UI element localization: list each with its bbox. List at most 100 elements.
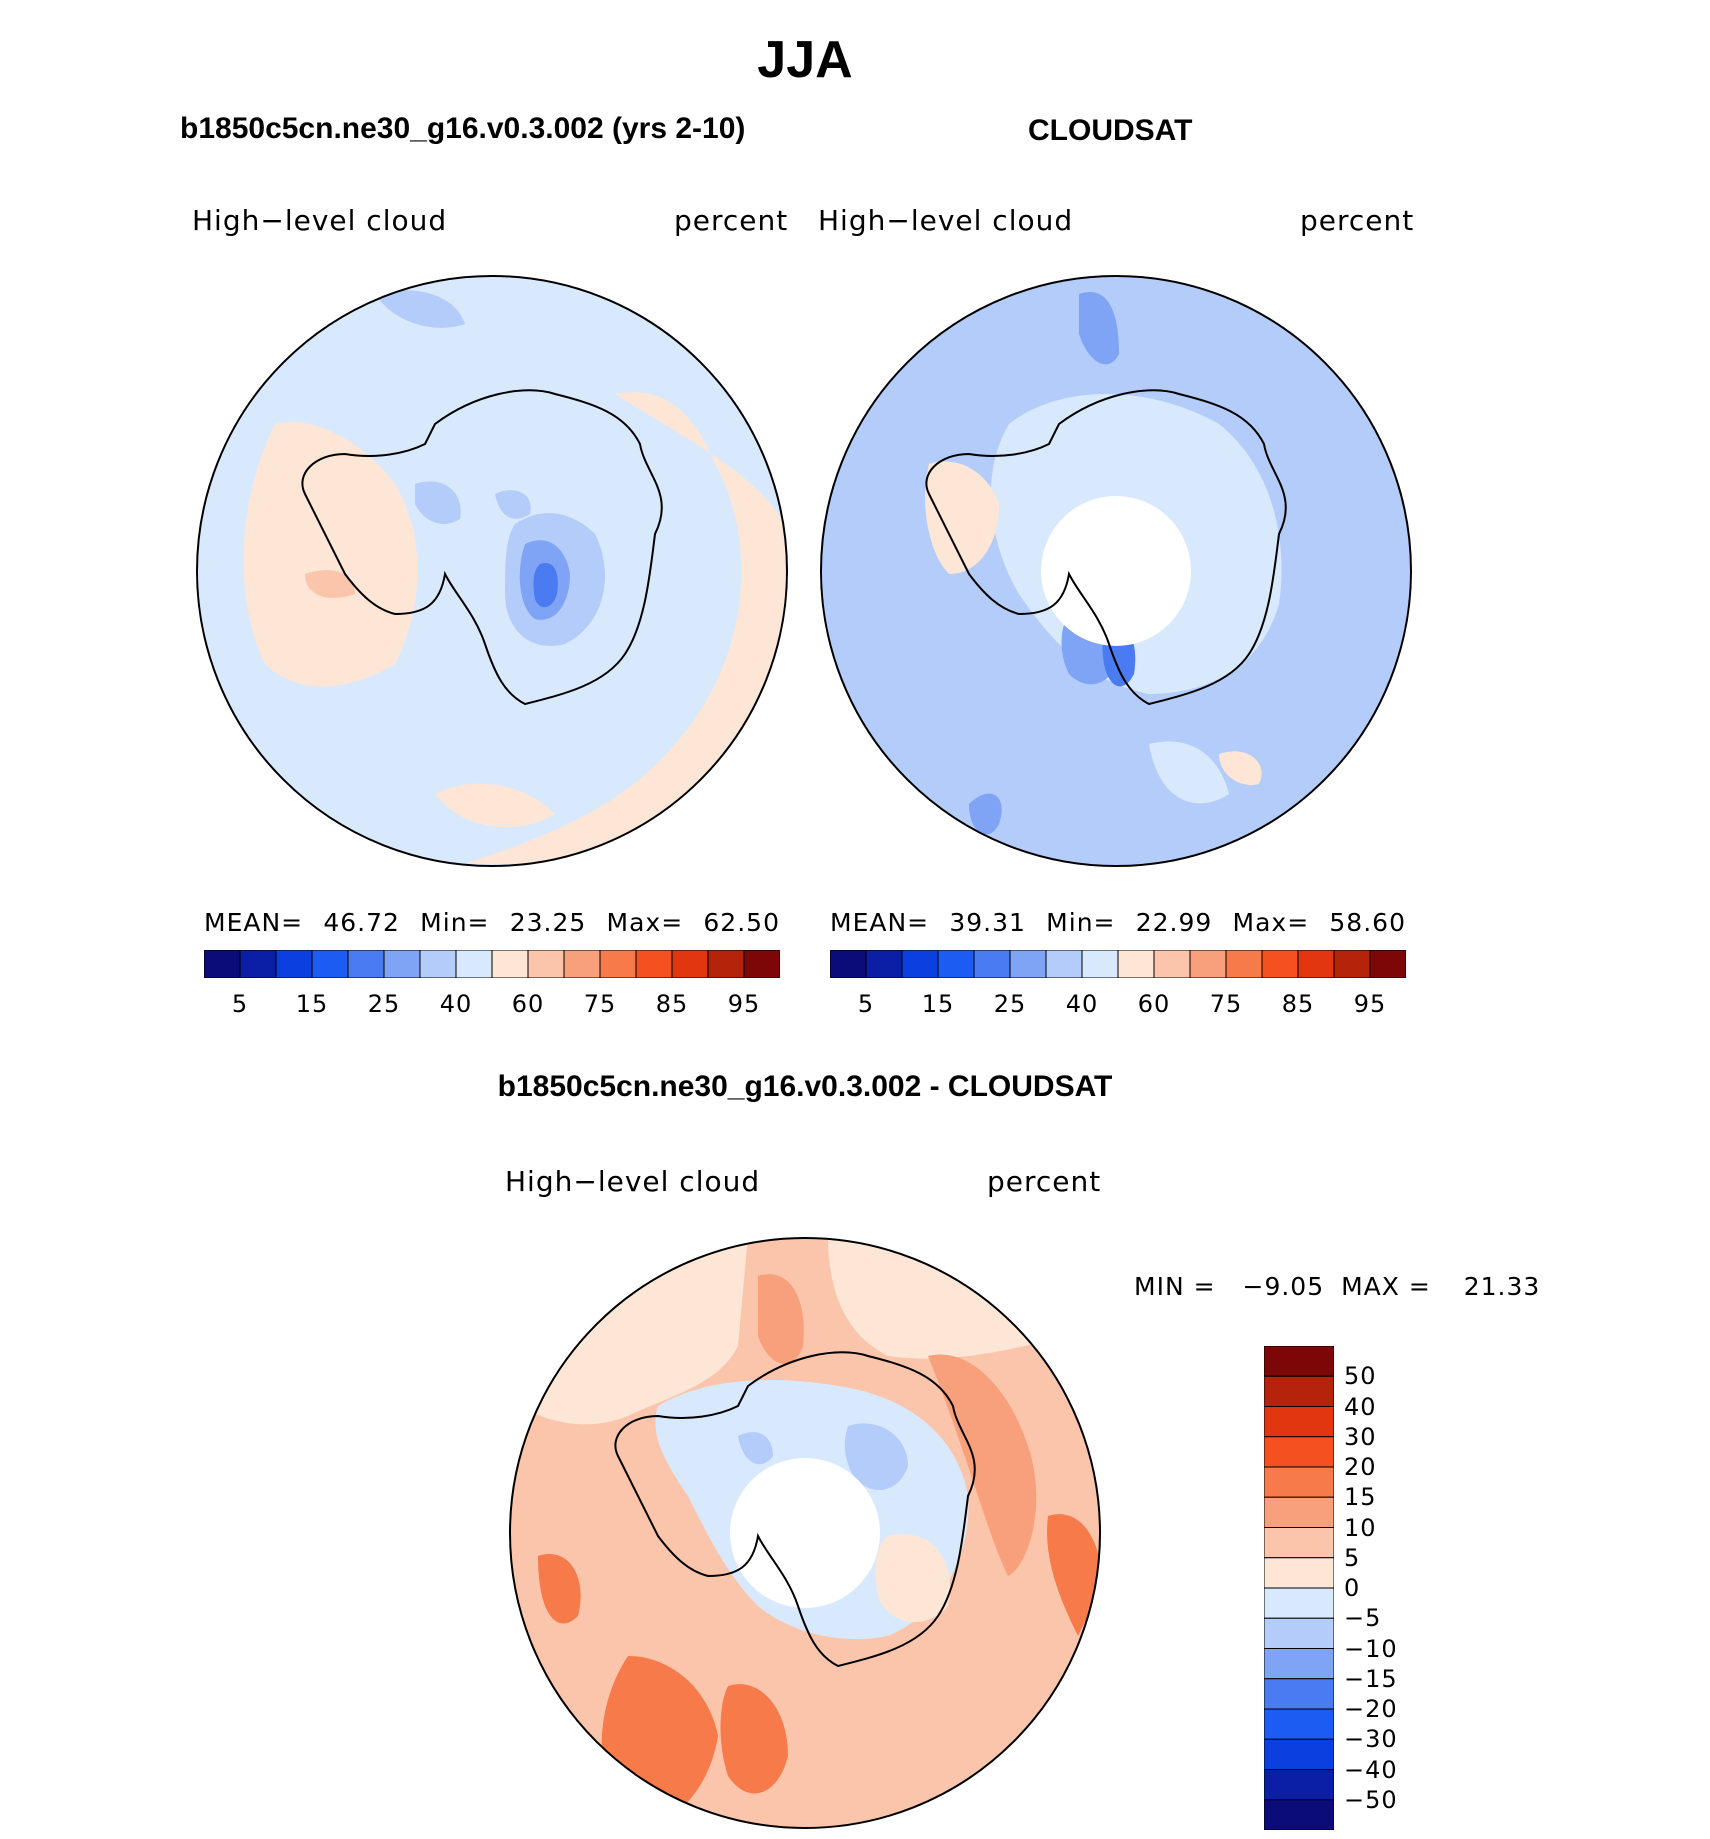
diff-colorbar-swatch — [1264, 1436, 1334, 1468]
model-mean-value: 46.72 — [323, 908, 400, 937]
diff-colorbar-swatch — [1264, 1375, 1334, 1407]
colorbar-swatch — [635, 949, 673, 979]
diff-colorbar — [1264, 1346, 1334, 1830]
colorbar-swatch — [563, 949, 601, 979]
colorbar-tick-label: 95 — [1353, 990, 1387, 1018]
diff-colorbar-tick-label: 0 — [1344, 1574, 1361, 1602]
model-stats: MEAN= 46.72 Min= 23.25 Max= 62.50 — [204, 908, 780, 937]
diff-stats: MIN = −9.05 MAX = 21.33 — [1134, 1272, 1540, 1301]
model-colorbar — [203, 949, 781, 979]
model-mean-label: MEAN= — [204, 908, 304, 937]
model-min-label: Min= — [420, 908, 490, 937]
colorbar-tick-label: 60 — [511, 990, 545, 1018]
colorbar-swatch — [1117, 949, 1155, 979]
obs-max-value: 58.60 — [1329, 908, 1406, 937]
diff-colorbar-swatch — [1264, 1406, 1334, 1438]
colorbar-tick-label: 75 — [583, 990, 617, 1018]
obs-polar-map — [820, 275, 1412, 867]
diff-panel-title: b1850c5cn.ne30_g16.v0.3.002 - CLOUDSAT — [497, 1070, 1113, 1103]
model-units-label: percent — [674, 204, 789, 237]
colorbar-swatch — [419, 949, 457, 979]
diff-min-value: −9.05 — [1242, 1272, 1325, 1301]
diff-polar-map — [509, 1237, 1101, 1829]
colorbar-tick-label: 60 — [1137, 990, 1171, 1018]
colorbar-swatch — [491, 949, 529, 979]
colorbar-swatch — [1081, 949, 1119, 979]
diff-colorbar-swatch — [1264, 1346, 1334, 1377]
colorbar-tick-label: 5 — [857, 990, 875, 1018]
model-panel-title: b1850c5cn.ne30_g16.v0.3.002 (yrs 2-10) — [180, 112, 746, 145]
colorbar-tick-label: 40 — [439, 990, 473, 1018]
obs-mean-label: MEAN= — [830, 908, 930, 937]
colorbar-swatch — [599, 949, 637, 979]
colorbar-swatch — [829, 949, 867, 979]
diff-colorbar-swatch — [1264, 1496, 1334, 1528]
obs-colorbar — [829, 949, 1407, 979]
colorbar-swatch — [383, 949, 421, 979]
model-colorbar-ticks: 5 15 25 40 60 75 85 95 — [204, 990, 780, 1020]
colorbar-swatch — [1369, 949, 1407, 979]
colorbar-tick-label: 15 — [921, 990, 955, 1018]
colorbar-swatch — [1261, 949, 1299, 979]
colorbar-tick-label: 25 — [367, 990, 401, 1018]
colorbar-tick-label: 15 — [295, 990, 329, 1018]
model-polar-map — [196, 275, 788, 867]
colorbar-swatch — [973, 949, 1011, 979]
diff-units-label: percent — [987, 1165, 1102, 1198]
colorbar-swatch — [239, 949, 277, 979]
colorbar-swatch — [1297, 949, 1335, 979]
model-colorbar-swatches — [203, 949, 781, 979]
obs-units-label: percent — [1300, 204, 1415, 237]
colorbar-swatch — [203, 949, 241, 979]
diff-colorbar-swatch — [1264, 1617, 1334, 1649]
colorbar-tick-label: 25 — [993, 990, 1027, 1018]
diff-colorbar-tick-label: −15 — [1344, 1664, 1398, 1693]
diff-colorbar-tick-label: 50 — [1344, 1362, 1377, 1391]
diff-colorbar-swatch — [1264, 1587, 1334, 1619]
colorbar-tick-label: 95 — [727, 990, 761, 1018]
diff-colorbar-tick-label: −50 — [1344, 1785, 1398, 1814]
colorbar-swatch — [311, 949, 349, 979]
colorbar-swatch — [865, 949, 903, 979]
season-title: JJA — [757, 31, 853, 89]
obs-min-value: 22.99 — [1135, 908, 1213, 937]
colorbar-swatch — [671, 949, 709, 979]
diff-colorbar-swatch — [1264, 1769, 1334, 1801]
diff-colorbar-swatch — [1264, 1527, 1334, 1559]
diff-colorbar-tick-label: 5 — [1344, 1543, 1361, 1572]
diff-colorbar-swatch — [1264, 1678, 1334, 1710]
diff-colorbar-tick-label: 30 — [1344, 1422, 1377, 1451]
colorbar-swatch — [455, 949, 493, 979]
diff-colorbar-tick-label: 40 — [1344, 1392, 1377, 1421]
diff-colorbar-swatch — [1264, 1738, 1334, 1770]
diff-colorbar-tick-label: −5 — [1344, 1604, 1382, 1633]
diff-max-label: MAX = — [1341, 1272, 1431, 1301]
obs-colorbar-swatches — [829, 949, 1407, 979]
diff-min-label: MIN = — [1134, 1272, 1216, 1301]
diff-max-value: 21.33 — [1463, 1272, 1541, 1301]
colorbar-swatch — [1189, 949, 1227, 979]
diff-colorbar-swatch — [1264, 1799, 1334, 1830]
diff-variable-label: High−level cloud — [505, 1165, 761, 1198]
colorbar-swatch — [1009, 949, 1047, 979]
obs-stats: MEAN= 39.31 Min= 22.99 Max= 58.60 — [830, 908, 1406, 937]
colorbar-swatch — [1153, 949, 1191, 979]
colorbar-swatch — [937, 949, 975, 979]
diff-colorbar-tick-label: −20 — [1344, 1695, 1398, 1723]
diff-colorbar-swatch — [1264, 1557, 1334, 1589]
model-max-label: Max= — [606, 908, 684, 937]
obs-variable-label: High−level cloud — [818, 204, 1074, 237]
diff-colorbar-swatch — [1264, 1648, 1334, 1680]
colorbar-swatch — [347, 949, 385, 979]
model-min-value: 23.25 — [509, 908, 587, 937]
obs-min-label: Min= — [1046, 908, 1116, 937]
colorbar-swatch — [707, 949, 745, 979]
colorbar-swatch — [275, 949, 313, 979]
diff-colorbar-tick-label: −40 — [1344, 1755, 1398, 1784]
colorbar-tick-label: 85 — [655, 990, 689, 1018]
diff-colorbar-tick-label: −30 — [1344, 1725, 1398, 1754]
colorbar-swatch — [1045, 949, 1083, 979]
colorbar-tick-label: 40 — [1065, 990, 1099, 1018]
diff-colorbar-swatch — [1264, 1708, 1334, 1740]
obs-mean-value: 39.31 — [949, 908, 1026, 937]
